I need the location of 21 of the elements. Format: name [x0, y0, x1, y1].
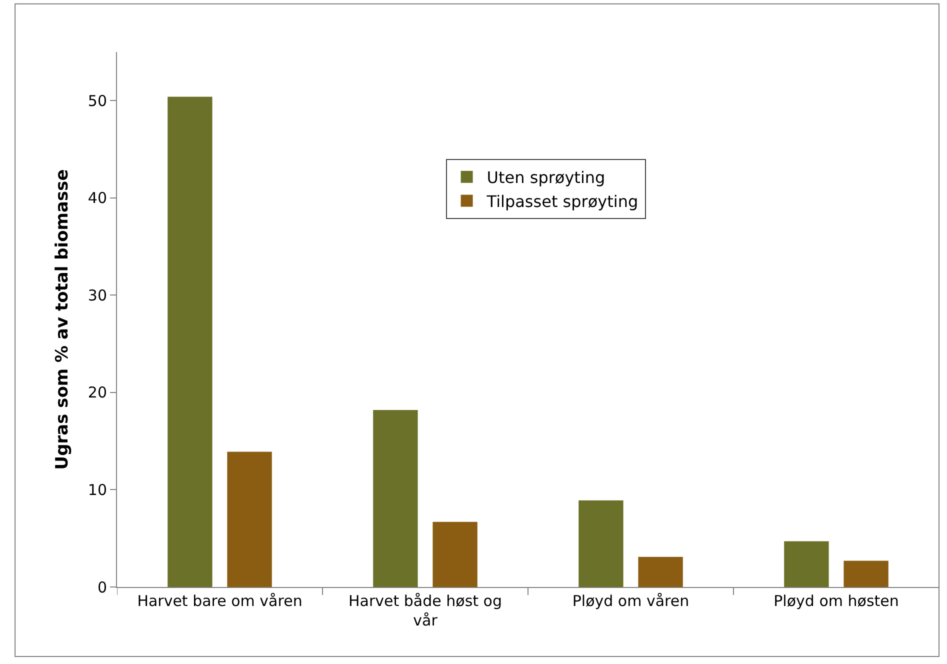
- bar: [638, 556, 683, 587]
- y-tick-label: 0: [97, 578, 107, 596]
- y-tick-label: 50: [88, 92, 107, 110]
- y-axis-title: Ugras som % av total biomasse: [52, 169, 72, 470]
- bar: [168, 96, 212, 587]
- bar: [844, 560, 888, 587]
- bar: [578, 500, 624, 587]
- bar: [227, 452, 272, 587]
- legend-label: Uten sprøyting: [486, 168, 606, 188]
- y-tick-label: 20: [88, 384, 107, 402]
- x-tick-label: Pløyd om våren: [572, 592, 690, 610]
- x-tick-label: Harvet bare om våren: [137, 592, 302, 610]
- y-tick-label: 10: [88, 480, 107, 499]
- y-tick-label: 40: [88, 189, 107, 208]
- bar: [432, 522, 478, 587]
- x-tick-label: Harvet både høst og vår: [348, 592, 502, 630]
- x-tick-label: Pløyd om høsten: [774, 592, 899, 610]
- bar: [784, 541, 829, 587]
- bar: [373, 410, 418, 587]
- legend-label: Tilpasset sprøyting: [486, 192, 638, 211]
- y-tick-label: 30: [88, 286, 107, 304]
